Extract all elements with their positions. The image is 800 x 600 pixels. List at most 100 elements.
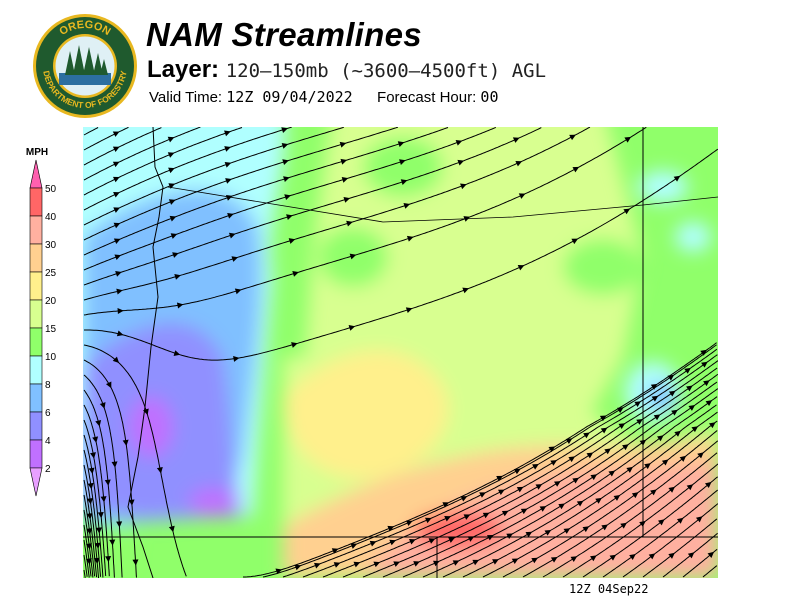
layer-line: Layer: 120–150mb (~3600–4500ft) AGL	[147, 56, 546, 84]
streamline-arrowhead	[506, 533, 513, 539]
streamline-arrowhead	[173, 350, 181, 356]
streamline-arrowhead	[644, 463, 651, 470]
legend-swatch-40-50	[29, 187, 43, 217]
streamline-arrowhead	[608, 470, 616, 477]
streamline-arrowhead	[595, 497, 602, 504]
legend-tick-label: 20	[45, 296, 57, 307]
streamline-arrowhead	[225, 195, 233, 201]
streamline-arrowhead	[292, 270, 299, 277]
streamline-arrowhead	[143, 408, 149, 416]
streamline-arrowhead	[333, 562, 341, 568]
streamline-arrowhead	[92, 436, 99, 443]
streamline-arrowhead	[339, 141, 347, 148]
streamline-arrowhead	[122, 439, 129, 446]
legend-unit: MPH	[26, 147, 48, 158]
streamline-arrowhead	[572, 477, 579, 484]
streamline-arrowhead	[174, 274, 181, 280]
streamline-arrowhead	[700, 349, 707, 356]
streamline	[83, 449, 101, 577]
streamline-arrowhead	[90, 452, 96, 459]
streamline-arrowhead	[460, 183, 467, 190]
streamline	[83, 127, 344, 226]
legend-tick-label: 2	[45, 464, 51, 475]
streamline-arrowhead	[531, 557, 538, 564]
layer-value: 120–150mb (~3600–4500ft) AGL	[225, 60, 547, 82]
streamline	[83, 127, 162, 166]
streamline-arrowhead	[281, 143, 289, 149]
streamline-arrowhead	[701, 361, 708, 368]
streamline-arrowhead	[115, 271, 122, 277]
streamline-arrowhead	[634, 401, 641, 407]
streamline	[362, 373, 718, 578]
streamline-arrowhead	[314, 562, 321, 569]
streamline-arrowhead	[651, 395, 659, 402]
valid-time-label: Valid Time:	[149, 89, 223, 106]
legend-tick-label: 50	[45, 184, 57, 195]
streamline	[302, 354, 718, 578]
streamline	[83, 344, 187, 577]
streamline-arrowhead	[346, 220, 353, 227]
streamlines	[83, 127, 718, 578]
streamline-arrowhead	[460, 496, 468, 502]
streamline-arrowhead	[231, 256, 239, 262]
streamline-arrowhead	[604, 448, 611, 455]
legend-tick-label: 6	[45, 408, 51, 419]
streamline	[83, 494, 96, 577]
legend-swatch-25-30	[29, 243, 43, 273]
streamline-arrowhead	[167, 136, 175, 143]
streamline-arrowhead	[648, 553, 656, 560]
streamline	[442, 404, 717, 578]
streamline-arrowhead	[617, 407, 624, 413]
streamline-arrowhead	[535, 484, 543, 490]
streamline-arrowhead	[170, 233, 178, 239]
streamline-arrowhead	[624, 136, 632, 143]
svg-text:OREGON: OREGON	[57, 19, 112, 38]
streamline-arrowhead	[95, 419, 102, 427]
streamline-arrowhead	[291, 342, 298, 348]
streamline-arrowhead	[167, 152, 175, 158]
streamline-arrowhead	[513, 468, 521, 475]
streamline-arrowhead	[455, 140, 463, 146]
legend-tick-label: 40	[45, 212, 57, 223]
streamline-arrowhead	[590, 474, 598, 481]
streamline	[83, 127, 542, 286]
streamline-arrowhead	[668, 486, 675, 493]
streamline-arrowhead	[112, 146, 120, 153]
streamline-arrowhead	[704, 481, 712, 489]
streamline-arrowhead	[341, 176, 349, 183]
streamline-arrowhead	[389, 539, 396, 546]
streamline-arrowhead	[286, 214, 293, 221]
streamline-arrowhead	[128, 499, 135, 506]
streamline-arrowhead	[275, 568, 283, 575]
streamline-arrowhead	[343, 196, 351, 203]
streamline-arrowhead	[224, 130, 231, 137]
streamline-arrowhead	[428, 538, 436, 544]
layer-label: Layer:	[147, 56, 220, 83]
streamline-arrowhead	[227, 212, 234, 219]
streamline-arrowhead	[113, 222, 121, 229]
streamline-arrowhead	[448, 537, 455, 543]
streamline-arrowhead	[570, 556, 578, 562]
streamline-arrowhead	[288, 238, 296, 244]
streamline-arrowhead	[688, 405, 696, 411]
legend-tick-label: 15	[45, 324, 57, 335]
streamline-arrowhead	[565, 438, 573, 445]
legend-arrow-bottom	[29, 467, 43, 497]
streamline-arrowhead	[168, 183, 176, 189]
streamline-arrowhead	[406, 520, 413, 527]
streamline-arrowhead	[224, 161, 232, 168]
streamline-arrowhead	[397, 141, 405, 147]
streamline-arrowhead	[695, 516, 703, 523]
streamline-arrowhead	[105, 381, 112, 389]
streamline-arrowhead	[639, 520, 646, 527]
streamline-arrowhead	[563, 528, 571, 534]
streamline	[642, 518, 718, 578]
streamline-arrowhead	[626, 466, 633, 473]
streamline-arrowhead	[671, 409, 678, 416]
streamline	[83, 419, 107, 577]
streamline-arrowhead	[501, 510, 509, 517]
streamline	[702, 565, 718, 578]
streamline-arrowhead	[442, 502, 450, 508]
streamline-arrowhead	[661, 459, 669, 466]
streamline-arrowhead	[281, 127, 288, 133]
